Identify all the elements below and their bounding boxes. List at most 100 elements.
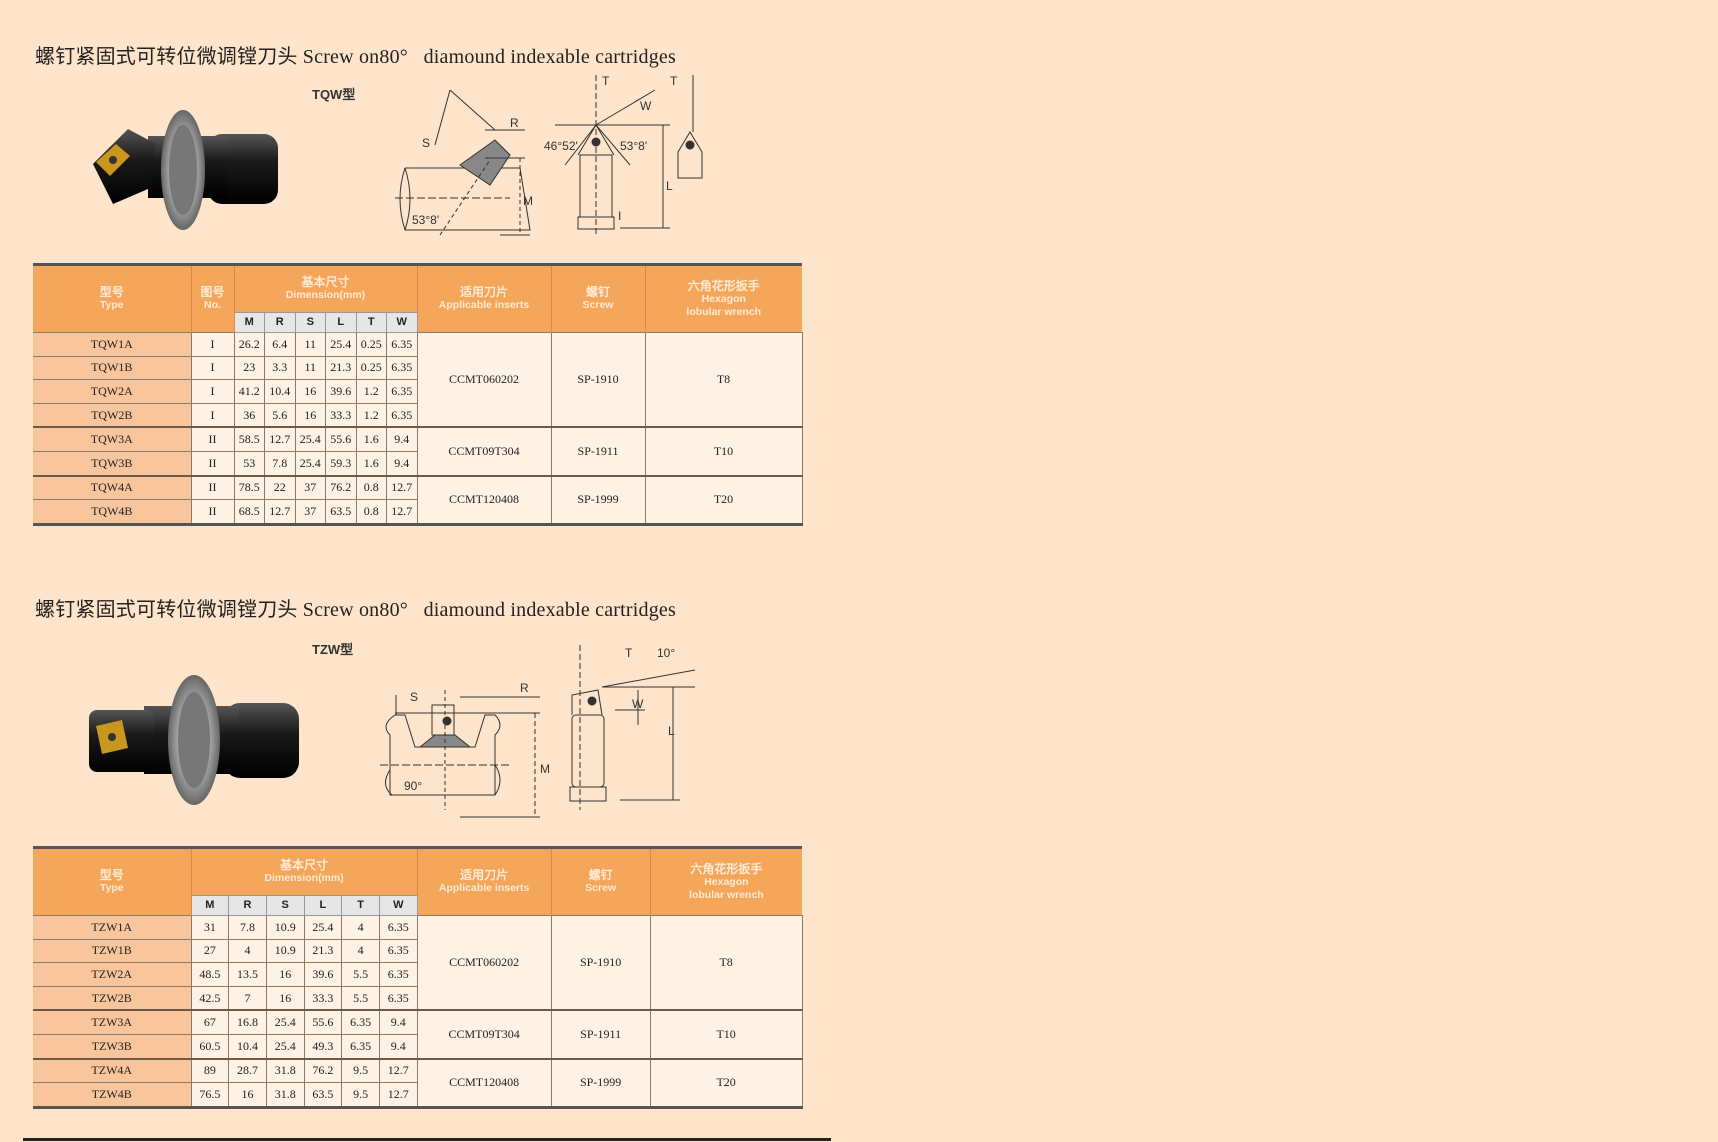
tzw-spec-table: 型号 Type 基本尺寸 Dimension(mm) 适用刀片 Applicable …: [33, 846, 803, 1109]
header-inserts: 适用刀片 Applicable inserts: [417, 847, 552, 916]
dim-cell-r: 3.3: [264, 355, 296, 381]
dim-cell-w: 9.4: [386, 450, 418, 477]
dim-cell-r: 10.4: [264, 379, 296, 404]
type-cell: TQW1A: [33, 332, 192, 357]
header-dim-r: R: [228, 895, 267, 916]
dim-cell-r: 10.4: [228, 1033, 267, 1060]
dim-cell-s: 31.8: [265, 1082, 305, 1108]
tqw-spec-table: 型号 Type 图号 No. 基本尺寸 Dimension(mm) 适用刀片 Appli…: [33, 263, 803, 526]
dim-cell-m: 58.5: [233, 426, 265, 452]
dim-cell-t: 4: [341, 938, 380, 964]
angle-label: 10°: [657, 646, 675, 660]
dim-cell-r: 22: [264, 474, 296, 501]
insert-cell: CCMT120408: [416, 474, 552, 525]
dim-cell-w: 9.4: [378, 1033, 418, 1060]
header-dim-w: W: [386, 312, 418, 333]
table-row: TQW1B I 23 3.3 11 21.3 0.25 6.35: [33, 355, 802, 381]
dim-cell-w: 9.4: [378, 1009, 418, 1035]
dim-cell-w: 6.35: [386, 379, 418, 404]
screw-cell: SP-1999: [550, 474, 646, 525]
type-label: TZW型: [312, 642, 354, 657]
dim-cell-m: 76.5: [190, 1082, 230, 1108]
no-cell: II: [190, 499, 235, 525]
dim-cell-m: 31: [190, 915, 230, 940]
dim-cell-s: 16: [265, 962, 305, 987]
type-cell: TZW1A: [33, 915, 192, 940]
header-dimension: 基本尺寸 Dimension(mm): [191, 847, 418, 896]
dim-cell-s: 11: [294, 332, 326, 357]
table-row: TQW2A I 41.2 10.4 16 39.6 1.2 6.35: [33, 379, 802, 404]
tqw-dimension-diagram: S R M 53°8' T T 46°52' 53°8' W L I: [395, 74, 703, 236]
dim-cell-l: 63.5: [303, 1082, 343, 1108]
dim-cell-r: 16.8: [228, 1009, 267, 1035]
divider: [23, 1138, 831, 1141]
type-cell: TQW3B: [33, 450, 192, 477]
dim-label-t: T: [602, 74, 610, 88]
section-title: 螺钉紧固式可转位微调镗刀头 Screw on80° diamound index…: [35, 46, 676, 68]
header-dim-l: L: [303, 895, 343, 916]
dim-cell-t: 5.5: [341, 962, 380, 987]
angle-label: 53°8': [412, 213, 439, 227]
table-row: TQW4B II 68.5 12.7 37 63.5 0.8 12.7: [33, 499, 802, 525]
dim-cell-r: 12.7: [264, 499, 296, 525]
table-row: TZW4B 76.5 16 31.8 63.5 9.5 12.7: [33, 1082, 802, 1108]
dim-cell-m: 67: [190, 1009, 230, 1035]
dim-cell-m: 68.5: [233, 499, 265, 525]
dim-cell-t: 9.5: [341, 1057, 380, 1084]
dim-cell-m: 26.2: [233, 332, 265, 357]
type-cell: TQW3A: [33, 426, 192, 452]
type-cell: TZW1B: [33, 938, 192, 964]
table-row: TZW4A 89 28.7 31.8 76.2 9.5 12.7 CCMT120408 SP-1…: [33, 1057, 803, 1108]
header-dim-m: M: [233, 312, 265, 333]
dim-cell-l: 49.3: [303, 1033, 343, 1060]
dim-cell-t: 9.5: [341, 1082, 380, 1108]
tzw-dimension-diagram: S R M 90° T 10° W L: [380, 645, 696, 818]
dim-cell-l: 25.4: [325, 332, 357, 357]
dim-cell-t: 1.6: [355, 450, 387, 477]
section-title: 螺钉紧固式可转位微调镗刀头 Screw on80° diamound index…: [35, 599, 676, 621]
dim-cell-w: 6.35: [386, 355, 418, 381]
type-cell: TZW4B: [33, 1082, 192, 1108]
dim-cell-t: 4: [341, 915, 380, 940]
dim-cell-r: 7: [228, 985, 267, 1011]
screw-cell: SP-1911: [550, 426, 646, 477]
dim-cell-l: 21.3: [303, 938, 343, 964]
dim-cell-s: 16: [294, 402, 326, 428]
angle-label: 90°: [404, 779, 422, 793]
no-cell: I: [190, 402, 235, 428]
dim-cell-l: 63.5: [325, 499, 357, 525]
header-screw: 螺钉 Screw: [551, 264, 646, 333]
header-dim-m: M: [190, 895, 230, 916]
header-type: 型号 Type: [33, 264, 192, 333]
dim-cell-s: 10.9: [265, 938, 305, 964]
dim-cell-s: 16: [265, 985, 305, 1011]
type-cell: TZW3B: [33, 1033, 192, 1060]
header-dimension: 基本尺寸 Dimension(mm): [234, 264, 418, 313]
dim-cell-m: 23: [233, 355, 265, 381]
dim-cell-s: 25.4: [294, 450, 326, 477]
dim-cell-s: 10.9: [265, 915, 305, 940]
no-cell: I: [190, 379, 235, 404]
table-row: TZW1A 31 7.8 10.9 25.4 4 6.35 CCMT060202 SP-1910…: [33, 915, 803, 1011]
dim-cell-w: 6.35: [386, 402, 418, 428]
cartridge-photo: [89, 675, 299, 805]
angle-label: 53°8': [620, 139, 647, 153]
table-row: TQW1A I 26.2 6.4 11 25.4 0.25 6.35 CCMT060202 SP-…: [33, 332, 803, 428]
dim-cell-r: 7.8: [228, 915, 267, 940]
dim-cell-s: 11: [294, 355, 326, 381]
dim-cell-t: 0.8: [355, 474, 387, 501]
dim-cell-m: 60.5: [190, 1033, 230, 1060]
insert-cell: CCMT060202: [416, 332, 552, 428]
header-inserts: 适用刀片 Applicable inserts: [417, 264, 552, 333]
table-row: TQW3A II 58.5 12.7 25.4 55.6 1.6 9.4 CCMT09T304 S…: [33, 426, 803, 477]
dim-cell-m: 42.5: [190, 985, 230, 1011]
dim-cell-r: 6.4: [264, 332, 296, 357]
dim-cell-w: 12.7: [378, 1057, 418, 1084]
dim-cell-t: 1.2: [355, 402, 387, 428]
dim-cell-m: 53: [233, 450, 265, 477]
screw-cell: SP-1911: [550, 1009, 651, 1060]
screw-cell: SP-1910: [550, 332, 646, 428]
dim-label-i: I: [618, 209, 621, 223]
dim-cell-s: 37: [294, 499, 326, 525]
header-dim-t: T: [355, 312, 387, 333]
